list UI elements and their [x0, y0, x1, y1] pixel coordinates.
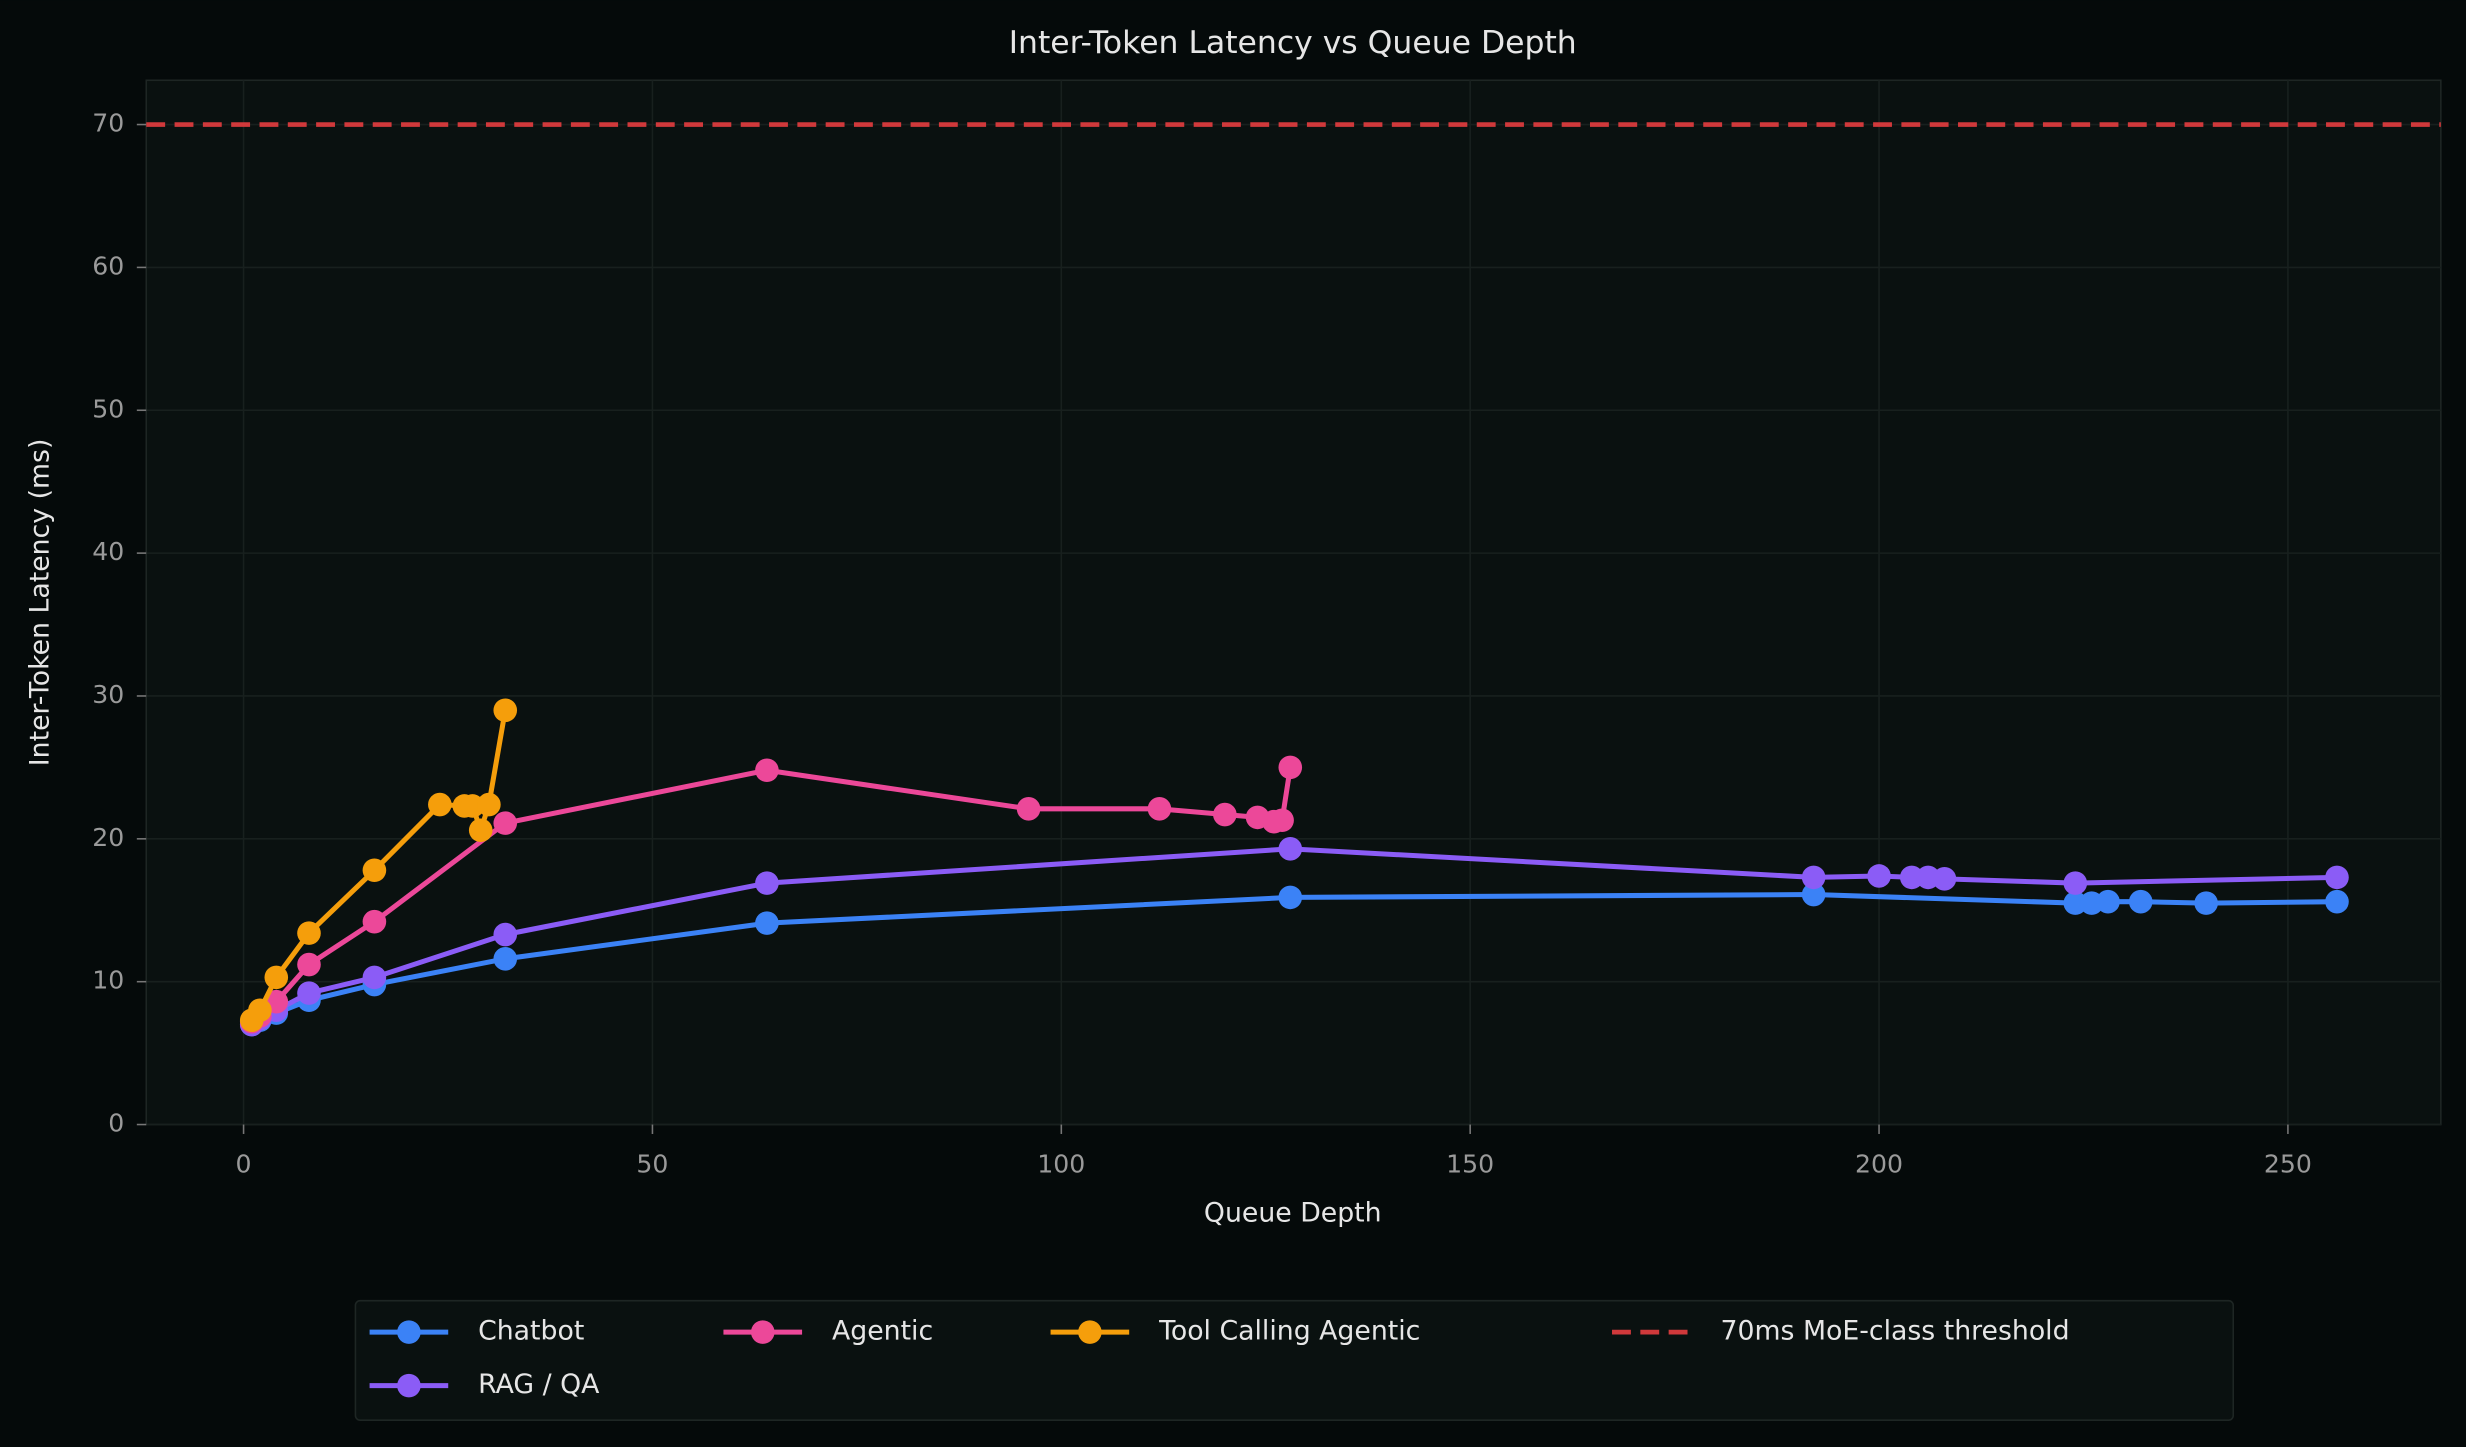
x-tick-label: 50 — [636, 1149, 668, 1178]
data-point — [297, 921, 321, 945]
data-point — [2096, 889, 2120, 914]
data-point — [1147, 797, 1172, 821]
data-point — [2063, 891, 2088, 915]
data-point — [493, 947, 518, 971]
data-point — [2063, 871, 2088, 895]
data-point — [493, 698, 518, 723]
data-point — [1213, 802, 1237, 827]
x-tick-label: 100 — [1037, 1149, 1085, 1178]
data-point — [1278, 837, 1303, 861]
data-point — [2325, 889, 2349, 914]
y-axis-label: Inter-Token Latency (ms) — [24, 439, 55, 767]
data-point — [1278, 755, 1303, 780]
legend-marker — [750, 1320, 775, 1344]
plot: 0 10 20 30 40 50 60 70 0 50 100 150 200 250 — [92, 80, 2441, 1178]
data-point — [755, 758, 779, 783]
y-tick-label: 30 — [92, 680, 124, 709]
legend — [354, 1299, 2235, 1421]
y-tick-label: 60 — [92, 251, 124, 280]
y-tick-label: 50 — [92, 394, 124, 423]
data-point — [493, 922, 518, 947]
data-point — [1867, 864, 1891, 888]
data-point — [1801, 882, 1826, 907]
data-point — [477, 792, 501, 817]
data-point — [362, 858, 387, 883]
data-point — [493, 811, 518, 835]
y-tick-label: 70 — [92, 109, 124, 138]
y-tick-label: 0 — [108, 1109, 124, 1138]
data-point — [2128, 889, 2153, 914]
legend-marker — [1078, 1320, 1102, 1344]
y-tick-label: 20 — [92, 823, 124, 852]
legend-label: Chatbot — [478, 1316, 584, 1347]
data-point — [297, 952, 321, 977]
x-tick-label: 150 — [1446, 1149, 1494, 1178]
x-tick-label: 250 — [2264, 1149, 2312, 1178]
data-point — [755, 911, 779, 935]
x-tick-label: 200 — [1855, 1149, 1903, 1178]
plot-area — [145, 79, 2442, 1126]
chart-title: Inter-Token Latency vs Queue Depth — [1009, 25, 1577, 61]
data-point — [362, 965, 387, 990]
data-point — [1932, 867, 1957, 891]
y-tick-label: 10 — [92, 966, 124, 995]
data-point — [428, 792, 452, 817]
x-axis-label: Queue Depth — [1204, 1198, 1382, 1229]
data-point — [755, 871, 779, 895]
data-point — [2325, 865, 2349, 890]
legend-label: Agentic — [832, 1316, 933, 1347]
data-point — [468, 818, 493, 843]
y-tick-label: 40 — [92, 537, 124, 566]
data-point — [2194, 891, 2218, 915]
data-point — [1270, 808, 1294, 833]
data-point — [362, 909, 387, 934]
x-tick-label: 0 — [236, 1149, 252, 1178]
data-point — [264, 965, 289, 990]
legend-marker — [397, 1320, 421, 1344]
data-point — [1899, 865, 1924, 890]
legend-marker — [397, 1373, 421, 1398]
legend-label: 70ms MoE-class threshold — [1721, 1316, 2070, 1347]
data-point — [1278, 885, 1303, 910]
data-point — [1801, 865, 1826, 890]
data-point — [1016, 797, 1041, 821]
legend-label: Tool Calling Agentic — [1158, 1316, 1420, 1347]
legend-label: RAG / QA — [478, 1369, 600, 1400]
data-point — [248, 998, 272, 1023]
data-point — [297, 981, 321, 1005]
